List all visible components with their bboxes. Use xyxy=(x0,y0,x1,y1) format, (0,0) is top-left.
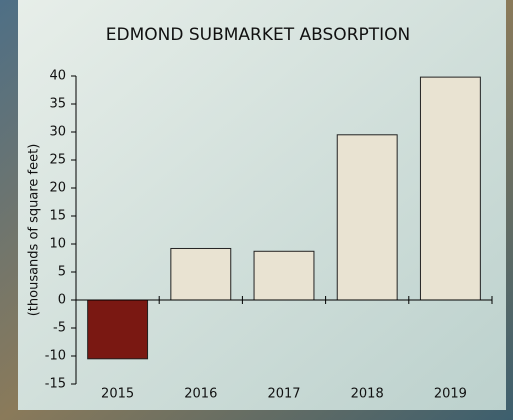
chart: EDMOND SUBMARKET ABSORPTION (thousands o… xyxy=(0,0,513,420)
bar xyxy=(420,77,480,300)
y-tick-label: 35 xyxy=(49,97,66,112)
y-tick-label: 5 xyxy=(58,265,66,280)
y-tick-label: 0 xyxy=(58,293,66,308)
y-tick-label: -15 xyxy=(45,377,66,392)
bar xyxy=(254,251,314,300)
y-tick-label: 40 xyxy=(49,69,66,84)
bar xyxy=(171,248,231,300)
y-tick-label: 25 xyxy=(49,153,66,168)
y-tick-label: 15 xyxy=(49,209,66,224)
x-tick-label: 2017 xyxy=(267,387,300,402)
x-tick-label: 2015 xyxy=(101,387,134,402)
y-tick-label: 20 xyxy=(49,181,66,196)
bar xyxy=(337,135,397,300)
y-tick-label: -10 xyxy=(45,349,66,364)
x-tick-label: 2018 xyxy=(351,387,384,402)
bar xyxy=(88,300,148,359)
chart-title: EDMOND SUBMARKET ABSORPTION xyxy=(106,25,411,45)
y-axis-label: (thousands of square feet) xyxy=(27,144,42,317)
x-tick-label: 2019 xyxy=(434,387,467,402)
y-tick-label: 30 xyxy=(49,125,66,140)
y-tick-label: -5 xyxy=(53,321,66,336)
x-tick-label: 2016 xyxy=(184,387,217,402)
y-tick-label: 10 xyxy=(49,237,66,252)
